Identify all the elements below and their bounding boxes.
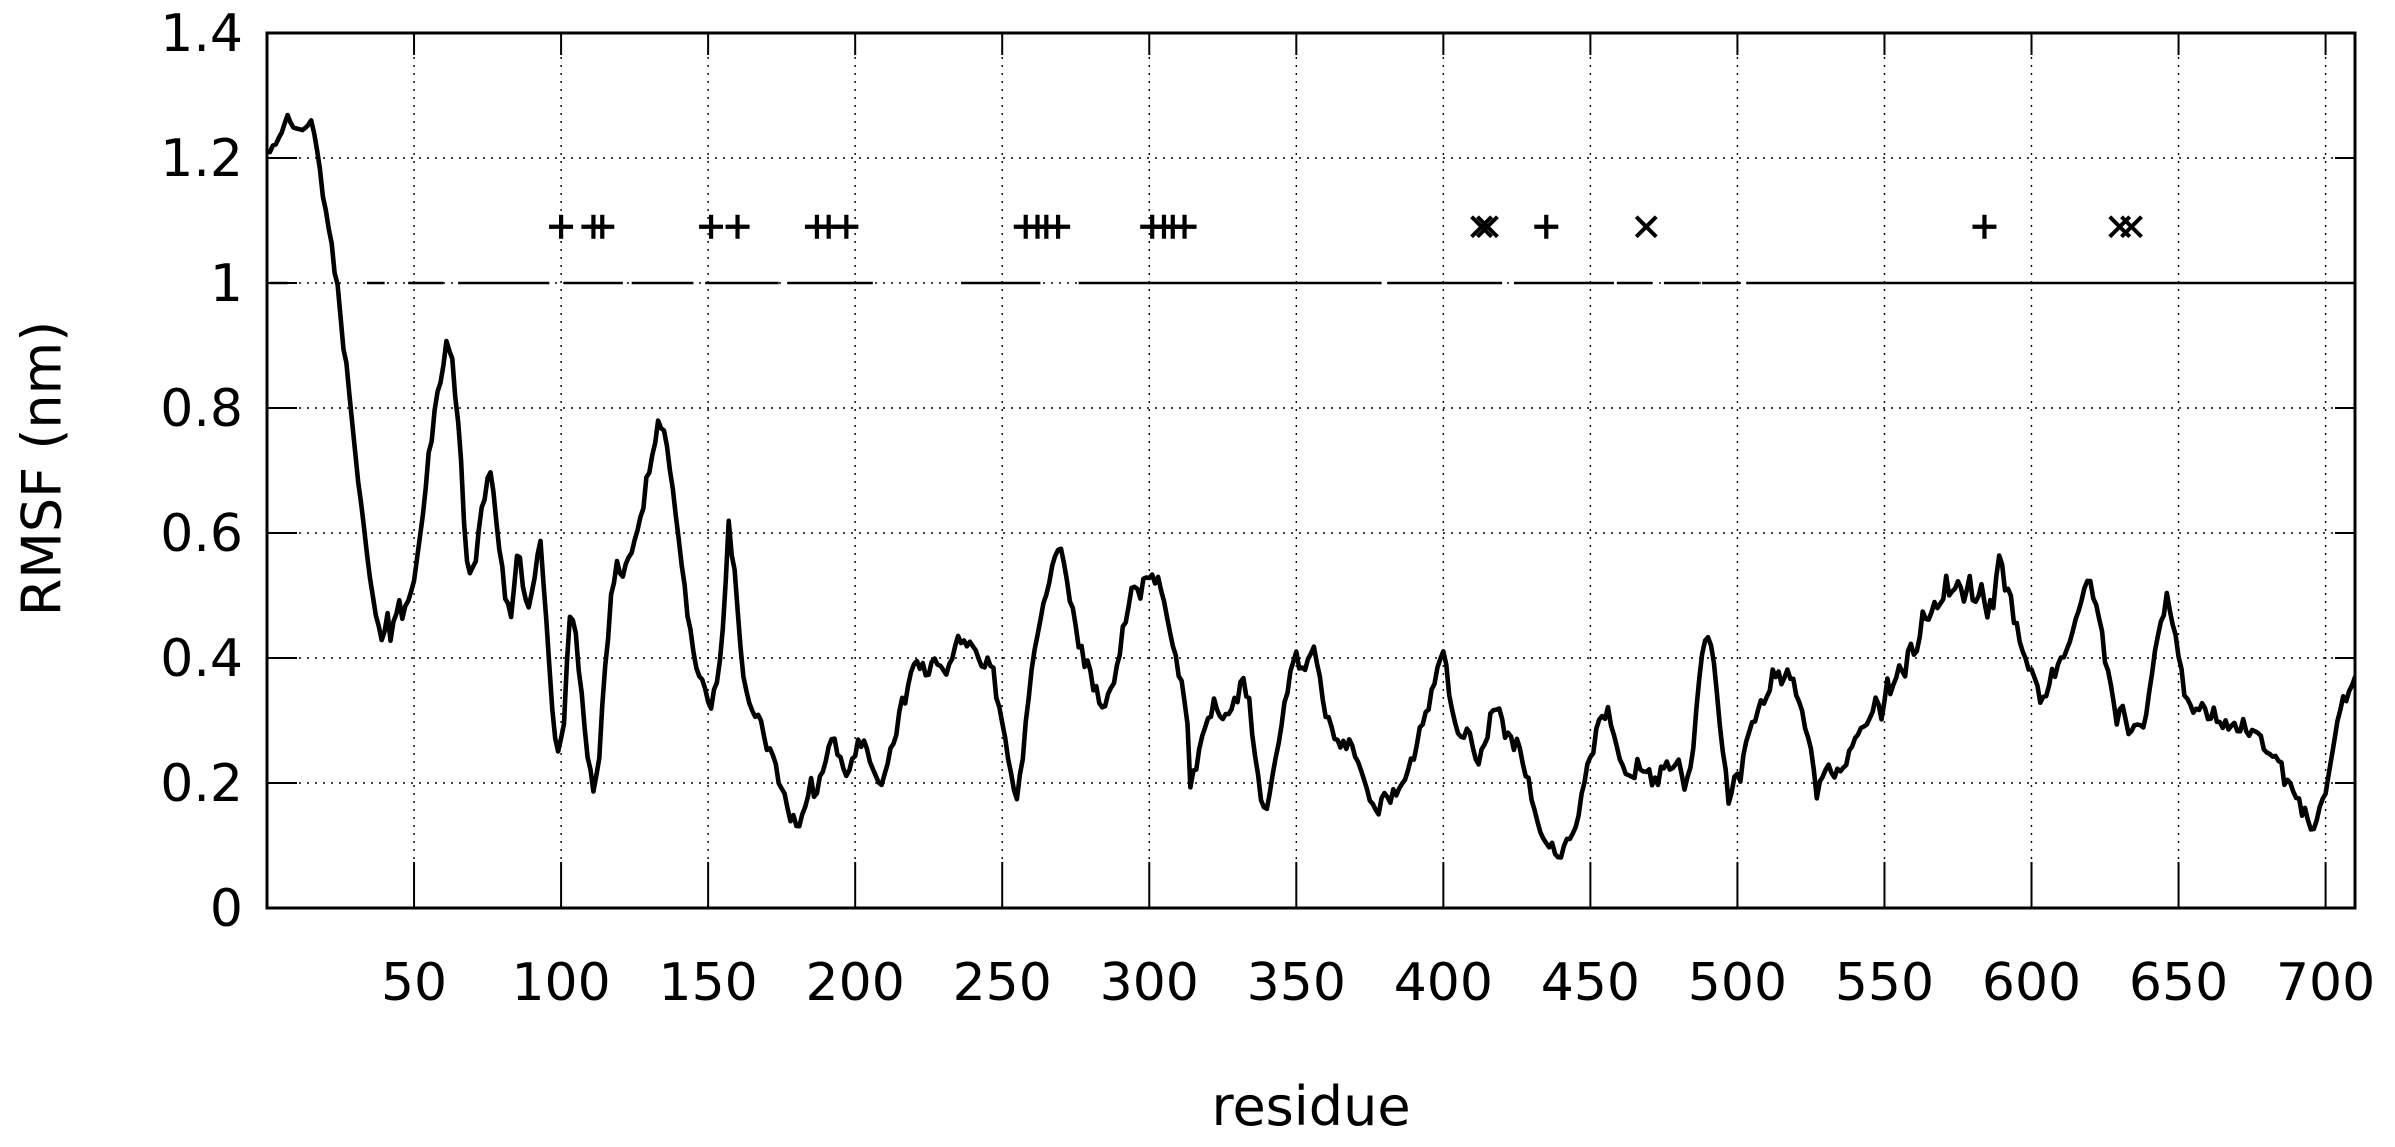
plus-marker	[725, 214, 750, 239]
x-tick-label: 650	[2129, 953, 2228, 1013]
x-marker	[1470, 215, 1493, 239]
x-tick-label: 350	[1247, 953, 1346, 1013]
x-marker	[1476, 215, 1499, 239]
x-tick-label: 250	[953, 953, 1052, 1013]
x-tick-label: 700	[2276, 953, 2375, 1013]
x-tick-label: 50	[381, 953, 447, 1013]
x-tick-label: 200	[806, 953, 905, 1013]
y-tick-label: 1.4	[160, 4, 243, 64]
plus-marker	[1972, 214, 1997, 239]
x-axis-title: residue	[1211, 1075, 1411, 1138]
x-marker	[2120, 215, 2143, 239]
plus-marker	[549, 214, 574, 239]
x-tick-label: 400	[1394, 953, 1493, 1013]
plot-border	[265, 31, 2357, 910]
plus-marker	[1046, 214, 1071, 239]
x-tick-label: 500	[1688, 953, 1787, 1013]
y-tick-label: 0.8	[160, 379, 243, 439]
y-axis-title: RMSF (nm)	[10, 320, 74, 617]
x-tick-label: 150	[658, 953, 757, 1013]
plus-marker	[834, 214, 859, 239]
plus-marker	[1534, 214, 1559, 239]
x-marker	[1634, 215, 1658, 239]
y-tick-label: 0.4	[160, 629, 243, 689]
y-tick-label: 1	[210, 254, 243, 314]
y-tick-label: 0.2	[160, 754, 243, 814]
x-tick-label: 550	[1835, 953, 1934, 1013]
x-tick-label: 600	[1982, 953, 2081, 1013]
plus-marker	[699, 214, 724, 239]
x-tick-label: 300	[1100, 953, 1199, 1013]
y-tick-label: 1.2	[160, 129, 243, 189]
y-tick-label: 0	[210, 879, 243, 939]
plus-marker	[1172, 214, 1197, 239]
rmsf-curve	[267, 112, 2355, 860]
plus-marker	[590, 214, 615, 239]
y-tick-label: 0.6	[160, 504, 243, 564]
x-tick-label: 450	[1541, 953, 1640, 1013]
x-tick-label: 100	[511, 953, 610, 1013]
